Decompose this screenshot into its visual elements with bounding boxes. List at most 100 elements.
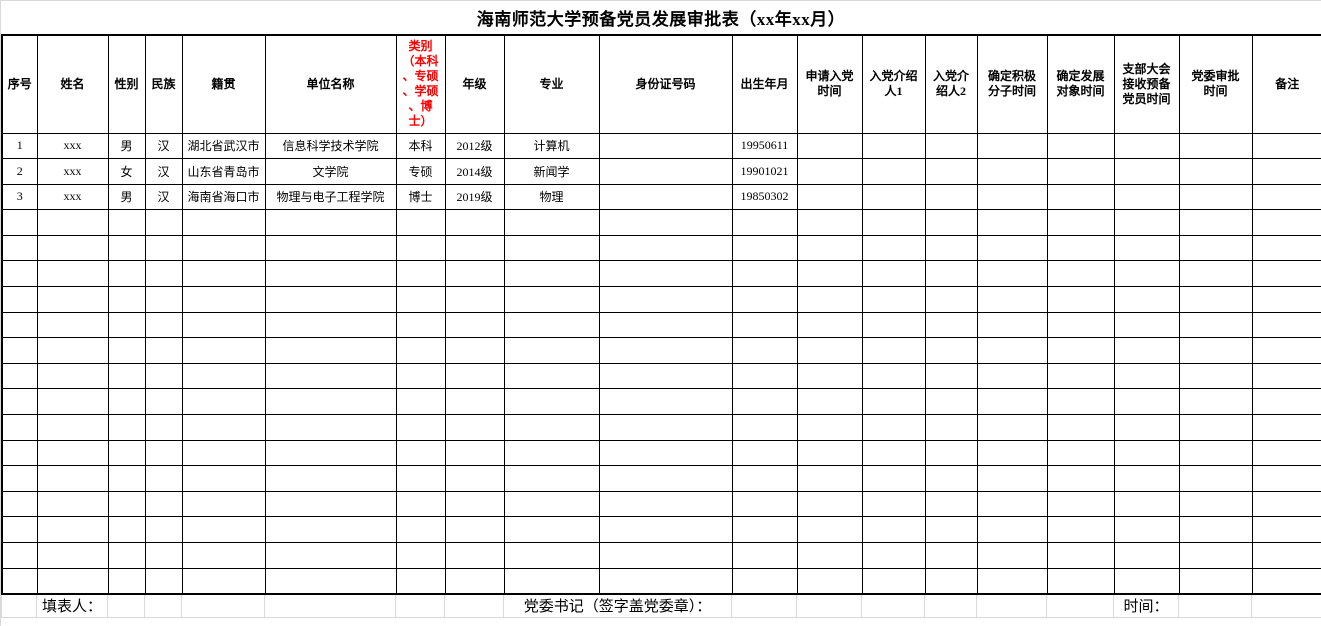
cell-shenfenzheng[interactable] (598, 567, 733, 595)
cell-zhuanye[interactable] (503, 311, 600, 339)
cell-dangweishenpi[interactable] (1178, 132, 1253, 160)
cell-shenqing[interactable] (796, 286, 863, 313)
cell-chusheng[interactable] (731, 516, 798, 543)
cell-leibie[interactable] (395, 311, 446, 339)
cell-minzu[interactable] (144, 439, 183, 467)
cell-beizhu[interactable] (1251, 516, 1321, 543)
cell-fazhanduixiang[interactable] (1046, 132, 1115, 160)
cell-jieshaoren2[interactable] (924, 439, 978, 467)
cell-minzu[interactable] (144, 337, 183, 364)
cell-xingbie[interactable] (107, 567, 146, 595)
cell-nianji[interactable] (444, 567, 505, 595)
cell-jijifenzi[interactable] (976, 132, 1048, 160)
cell-leibie[interactable] (395, 465, 446, 492)
cell-jiguan[interactable] (181, 337, 266, 364)
cell-xingbie[interactable] (107, 260, 146, 288)
cell-fazhanduixiang[interactable] (1046, 516, 1115, 543)
cell-xingbie[interactable] (107, 388, 146, 416)
cell-jiguan[interactable] (181, 567, 266, 595)
cell-danwei[interactable] (264, 311, 397, 339)
cell-xingming[interactable] (36, 567, 109, 595)
cell-jijifenzi[interactable] (976, 158, 1048, 185)
cell-xingming[interactable] (36, 260, 109, 288)
cell-xingming[interactable] (36, 542, 109, 569)
cell-xuhao[interactable] (1, 234, 38, 262)
cell-shenqing[interactable] (796, 542, 863, 569)
cell-jieshaoren1[interactable] (861, 183, 926, 211)
cell-beizhu[interactable] (1251, 337, 1321, 364)
cell-zhuanye[interactable] (503, 439, 600, 467)
cell-xingbie[interactable] (107, 439, 146, 467)
cell-chusheng[interactable]: 19901021 (731, 158, 798, 185)
cell-shenfenzheng[interactable] (598, 414, 733, 441)
footer-cell[interactable] (976, 594, 1048, 618)
cell-nianji[interactable] (444, 311, 505, 339)
cell-xuhao[interactable] (1, 542, 38, 569)
cell-xuhao[interactable]: 3 (1, 183, 38, 211)
cell-jieshaoren1[interactable] (861, 158, 926, 185)
cell-jijifenzi[interactable] (976, 542, 1048, 569)
cell-xuhao[interactable] (1, 490, 38, 518)
cell-fazhanduixiang[interactable] (1046, 414, 1115, 441)
cell-jiguan[interactable]: 湖北省武汉市 (181, 132, 266, 160)
cell-leibie[interactable] (395, 542, 446, 569)
cell-minzu[interactable]: 汉 (144, 158, 183, 185)
cell-xingbie[interactable]: 男 (107, 132, 146, 160)
cell-danwei[interactable] (264, 234, 397, 262)
cell-danwei[interactable] (264, 286, 397, 313)
cell-chusheng[interactable]: 19850302 (731, 183, 798, 211)
cell-danwei[interactable]: 物理与电子工程学院 (264, 183, 397, 211)
cell-nianji[interactable] (444, 516, 505, 543)
cell-jieshaoren1[interactable] (861, 286, 926, 313)
cell-zhibudahui[interactable] (1113, 132, 1180, 160)
cell-dangweishenpi[interactable] (1178, 362, 1253, 390)
cell-chusheng[interactable] (731, 311, 798, 339)
cell-zhuanye[interactable] (503, 516, 600, 543)
cell-jieshaoren2[interactable] (924, 542, 978, 569)
cell-xuhao[interactable] (1, 260, 38, 288)
cell-jijifenzi[interactable] (976, 209, 1048, 236)
cell-jieshaoren1[interactable] (861, 465, 926, 492)
cell-danwei[interactable] (264, 465, 397, 492)
footer-cell[interactable] (181, 594, 265, 618)
cell-jieshaoren1[interactable] (861, 311, 926, 339)
cell-dangweishenpi[interactable] (1178, 286, 1253, 313)
form-filler-label[interactable]: 填表人： (36, 594, 108, 618)
cell-zhuanye[interactable] (503, 465, 600, 492)
cell-zhibudahui[interactable] (1113, 158, 1180, 185)
cell-zhuanye[interactable]: 物理 (503, 183, 600, 211)
cell-minzu[interactable] (144, 567, 183, 595)
cell-shenqing[interactable] (796, 183, 863, 211)
cell-xuhao[interactable] (1, 567, 38, 595)
cell-xuhao[interactable] (1, 439, 38, 467)
cell-jieshaoren1[interactable] (861, 542, 926, 569)
cell-nianji[interactable] (444, 337, 505, 364)
cell-xingming[interactable]: xxx (36, 132, 109, 160)
cell-xuhao[interactable] (1, 362, 38, 390)
cell-danwei[interactable] (264, 439, 397, 467)
cell-minzu[interactable] (144, 388, 183, 416)
cell-xingbie[interactable]: 男 (107, 183, 146, 211)
footer-cell[interactable] (107, 594, 145, 618)
cell-xingbie[interactable] (107, 542, 146, 569)
cell-beizhu[interactable] (1251, 362, 1321, 390)
cell-minzu[interactable]: 汉 (144, 132, 183, 160)
cell-jiguan[interactable] (181, 362, 266, 390)
cell-fazhanduixiang[interactable] (1046, 337, 1115, 364)
cell-shenfenzheng[interactable] (598, 209, 733, 236)
cell-minzu[interactable] (144, 209, 183, 236)
cell-xingbie[interactable] (107, 337, 146, 364)
cell-minzu[interactable] (144, 414, 183, 441)
cell-jijifenzi[interactable] (976, 311, 1048, 339)
cell-danwei[interactable] (264, 567, 397, 595)
cell-xingming[interactable] (36, 362, 109, 390)
cell-leibie[interactable]: 专硕 (395, 158, 446, 185)
cell-leibie[interactable] (395, 567, 446, 595)
cell-danwei[interactable] (264, 388, 397, 416)
cell-chusheng[interactable] (731, 388, 798, 416)
cell-nianji[interactable] (444, 286, 505, 313)
cell-jieshaoren1[interactable] (861, 439, 926, 467)
cell-shenfenzheng[interactable] (598, 286, 733, 313)
cell-jieshaoren2[interactable] (924, 388, 978, 416)
cell-jieshaoren1[interactable] (861, 209, 926, 236)
